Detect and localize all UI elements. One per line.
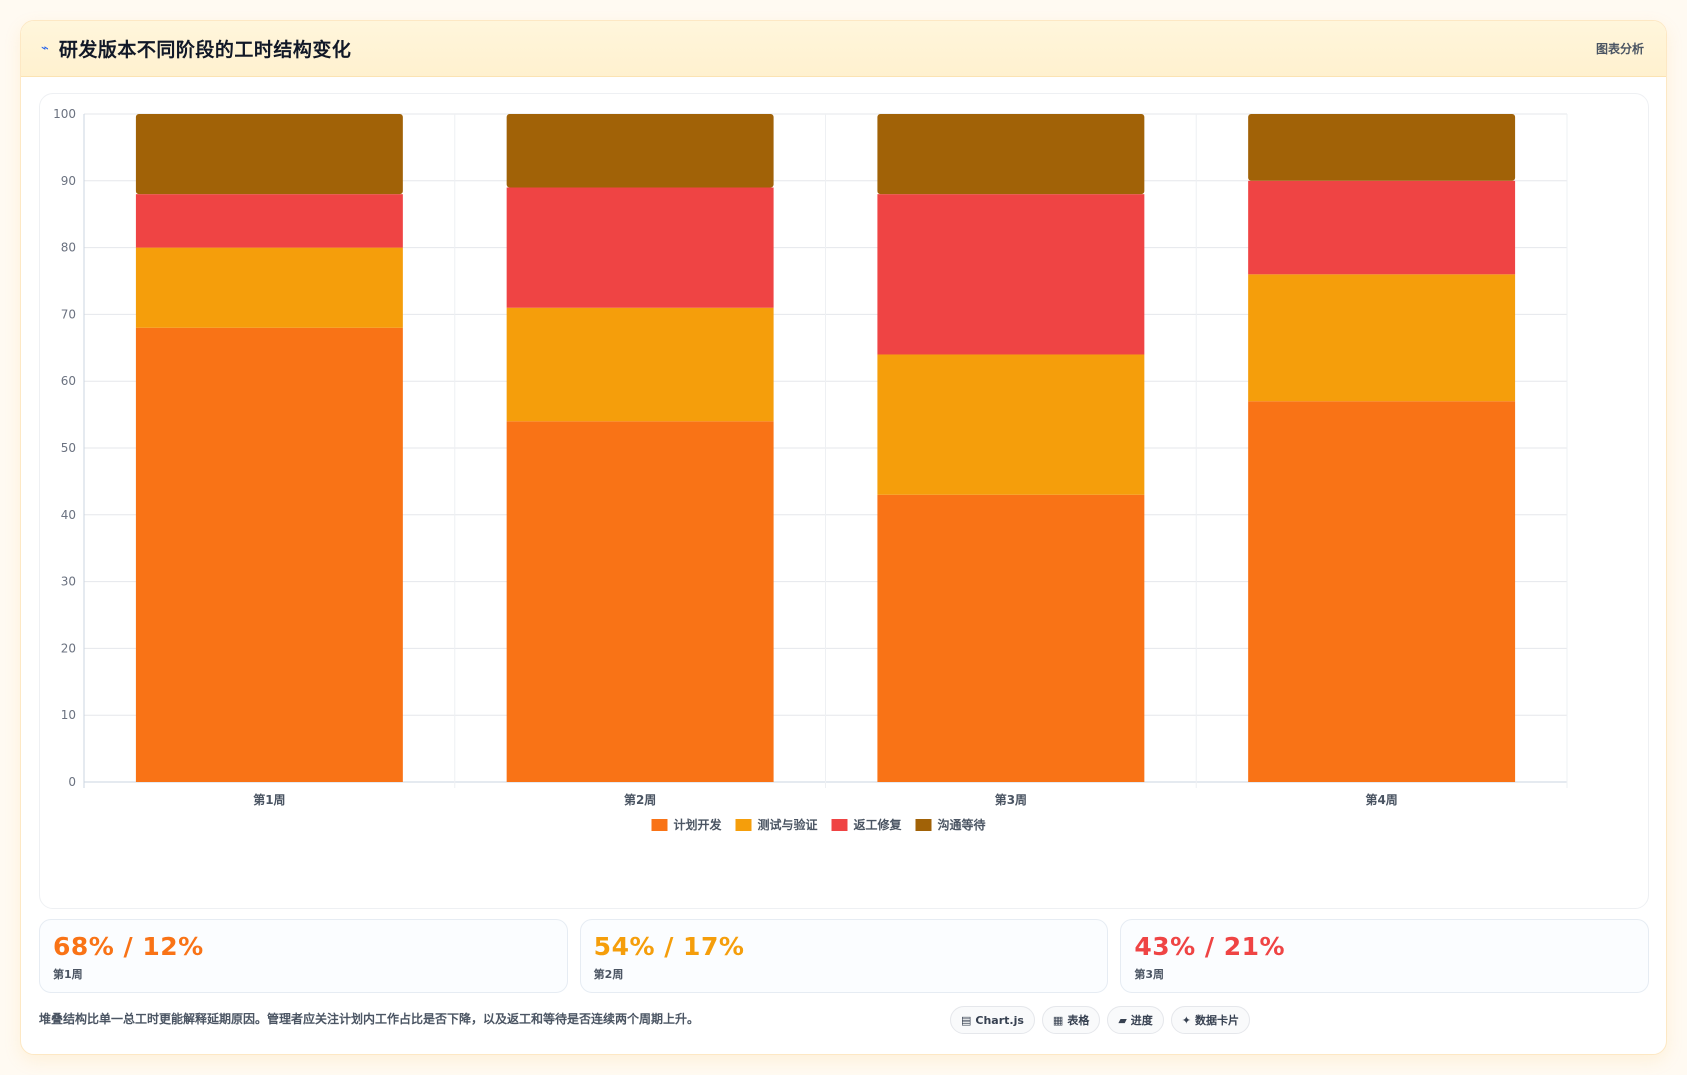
stat-cards: 68% / 12% 第1周 54% / 17% 第2周 43% / 21% 第3… <box>39 919 1650 993</box>
stat-value: 43% / 21% <box>1134 932 1286 961</box>
sparkle-icon: ✦ <box>1181 1013 1192 1027</box>
x-tick-label: 第4周 <box>1365 792 1397 807</box>
bar-segment <box>135 247 403 328</box>
legend-label: 计划开发 <box>674 817 723 832</box>
y-tick-label: 30 <box>61 575 76 589</box>
card-footer: 堆叠结构比单一总工时更能解释延期原因。管理者应关注计划内工作占比是否下降，以及返… <box>39 1004 1649 1038</box>
progress-icon: ▰ <box>1118 1013 1127 1027</box>
tag-label: 进度 <box>1130 1014 1153 1027</box>
table-icon: ▦ <box>1052 1013 1064 1027</box>
stat-card-week3: 43% / 21% 第3周 <box>1120 919 1650 993</box>
tag-progress[interactable]: ▰ 进度 <box>1107 1006 1164 1034</box>
y-tick-label: 0 <box>68 775 76 789</box>
legend-swatch <box>735 819 752 831</box>
x-tick-label: 第3周 <box>995 792 1027 807</box>
tag-table[interactable]: ▦ 表格 <box>1041 1006 1101 1034</box>
bar-segment <box>877 354 1145 495</box>
y-tick-label: 10 <box>61 708 76 722</box>
y-tick-label: 60 <box>61 374 76 388</box>
bar-segment <box>506 114 774 188</box>
tag-label: Chart.js <box>975 1013 1024 1027</box>
page-title: 研发版本不同阶段的工时结构变化 <box>58 39 352 61</box>
bar-segment <box>1248 401 1516 782</box>
tag-label: 数据卡片 <box>1195 1014 1240 1027</box>
y-tick-label: 50 <box>61 441 76 455</box>
bar-segment <box>506 187 774 308</box>
stat-label: 第2周 <box>593 968 624 981</box>
tag-chartjs[interactable]: ▤ Chart.js <box>950 1006 1035 1034</box>
chart-icon: ▤ <box>961 1013 972 1027</box>
legend-swatch <box>915 819 932 831</box>
trend-icon: ⌁ <box>41 41 49 56</box>
y-tick-label: 90 <box>61 174 76 188</box>
legend-label: 沟通等待 <box>938 817 986 832</box>
bar-segment <box>135 194 403 248</box>
chart-analysis-link[interactable]: 图表分析 <box>1595 42 1644 56</box>
bar-segment <box>877 494 1145 782</box>
stat-label: 第1周 <box>53 968 83 981</box>
title-group: ⌁ 研发版本不同阶段的工时结构变化 <box>41 35 351 62</box>
legend-swatch <box>831 819 848 831</box>
footer-note: 堆叠结构比单一总工时更能解释延期原因。管理者应关注计划内工作占比是否下降，以及返… <box>39 1012 700 1026</box>
bar-segment <box>877 194 1145 355</box>
bar-segment <box>135 114 403 195</box>
x-tick-label: 第2周 <box>624 792 656 807</box>
bar-segment <box>506 307 774 422</box>
tag-label: 表格 <box>1067 1014 1090 1027</box>
stat-label: 第3周 <box>1134 968 1164 981</box>
card-header: ⌁ 研发版本不同阶段的工时结构变化 图表分析 <box>21 21 1666 77</box>
y-tick-label: 20 <box>61 641 76 655</box>
y-tick-label: 40 <box>61 508 76 522</box>
bar-segment <box>1248 114 1516 181</box>
stat-card-week2: 54% / 17% 第2周 <box>579 919 1109 993</box>
bar-segment <box>135 327 403 782</box>
y-tick-label: 100 <box>53 107 76 121</box>
bar-segment <box>877 114 1145 195</box>
legend-label: 测试与验证 <box>758 817 818 832</box>
stat-value: 54% / 17% <box>593 932 745 961</box>
chart-container: 0 10 20 30 40 50 60 70 80 90 100 第1周 第2周 第3周 第4周计划开发 测试… <box>39 93 1649 909</box>
tag-data-card[interactable]: ✦ 数据卡片 <box>1170 1006 1251 1034</box>
x-tick-label: 第1周 <box>253 792 285 807</box>
legend-swatch <box>651 819 668 831</box>
y-tick-label: 80 <box>61 241 76 255</box>
y-tick-label: 70 <box>61 307 76 321</box>
bar-segment <box>1248 274 1516 402</box>
stat-card-week1: 68% / 12% 第1周 <box>39 919 568 993</box>
bar-segment <box>1248 180 1516 275</box>
tag-list: ▤ Chart.js ▦ 表格 ▰ 进度 ✦ 数据卡片 <box>950 1006 1251 1034</box>
legend-label: 返工修复 <box>854 817 903 832</box>
stat-value: 68% / 12% <box>53 932 204 961</box>
bar-segment <box>506 421 774 782</box>
chart-card: ⌁ 研发版本不同阶段的工时结构变化 图表分析 0 10 20 30 40 50 60 70 80… <box>20 20 1667 1055</box>
